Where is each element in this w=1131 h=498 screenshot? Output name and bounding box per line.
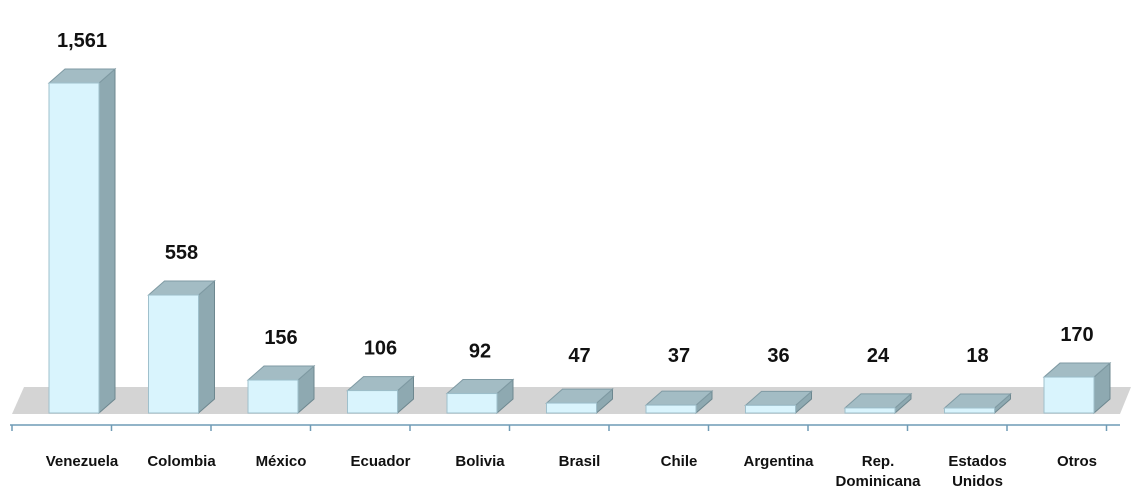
bar-front-face: [745, 404, 796, 414]
value-label: 170: [1060, 324, 1093, 346]
bar: [943, 392, 1012, 415]
value-label: 37: [668, 345, 690, 367]
bar: [445, 378, 515, 415]
bar-front-face: [347, 390, 398, 414]
bar-front-face: [247, 379, 299, 414]
bar-front-face: [844, 407, 896, 414]
bar: [843, 392, 913, 415]
bar: [346, 375, 415, 415]
category-label-line: Estados: [948, 453, 1006, 470]
value-label: 156: [264, 327, 297, 349]
category-label: Chile: [661, 453, 698, 470]
value-label: 1,561: [57, 30, 107, 52]
category-label: Brasil: [559, 453, 601, 470]
category-label: México: [256, 453, 307, 470]
category-label-line: México: [256, 453, 307, 470]
bars-group: [47, 67, 1112, 415]
bar: [744, 390, 813, 415]
category-label-line: Dominicana: [835, 473, 921, 490]
value-labels-group: 1,561 558 156 106 92 47 37 36 24 18 170: [57, 30, 1094, 367]
value-label: 36: [767, 345, 789, 367]
category-label-line: Unidos: [952, 473, 1003, 490]
category-label-line: Colombia: [147, 453, 216, 470]
value-label: 558: [165, 242, 198, 264]
bar: [1042, 361, 1112, 415]
bar-front-face: [446, 393, 498, 414]
category-label-line: Bolivia: [455, 453, 505, 470]
value-label: 92: [469, 341, 491, 363]
bar-front-face: [1043, 376, 1095, 414]
bar-side-face: [98, 67, 116, 415]
x-axis: [10, 424, 1120, 431]
category-label: Bolivia: [455, 453, 505, 470]
bar-front-face: [546, 402, 597, 414]
category-label-line: Otros: [1057, 453, 1097, 470]
value-label: 24: [867, 345, 890, 367]
bar-front-face: [645, 404, 697, 414]
category-label: Estados Unidos: [948, 453, 1006, 490]
category-label-line: Chile: [661, 453, 698, 470]
bar: [246, 364, 316, 415]
value-label: 47: [568, 345, 590, 367]
category-label-line: Venezuela: [46, 453, 119, 470]
category-label-line: Ecuador: [350, 453, 410, 470]
category-label-line: Rep.: [862, 453, 895, 470]
category-label-line: Argentina: [743, 453, 814, 470]
bar: [147, 279, 216, 415]
bar-front-face: [48, 82, 100, 414]
value-label: 106: [364, 338, 397, 360]
value-label: 18: [966, 345, 988, 367]
bar-front-face: [944, 407, 995, 414]
bar: [47, 67, 117, 415]
category-label: Ecuador: [350, 453, 410, 470]
bar-side-face: [198, 279, 215, 415]
category-label-line: Brasil: [559, 453, 601, 470]
bar-front-face: [148, 294, 199, 414]
bar: [644, 390, 714, 415]
category-labels-group: Venezuela Colombia México Ecuador Bolivia Bra…: [46, 453, 1097, 490]
category-label: Colombia: [147, 453, 216, 470]
bar: [545, 387, 614, 415]
category-label: Venezuela: [46, 453, 119, 470]
category-label: Rep. Dominicana: [835, 453, 921, 490]
category-label: Argentina: [743, 453, 814, 470]
category-label: Otros: [1057, 453, 1097, 470]
